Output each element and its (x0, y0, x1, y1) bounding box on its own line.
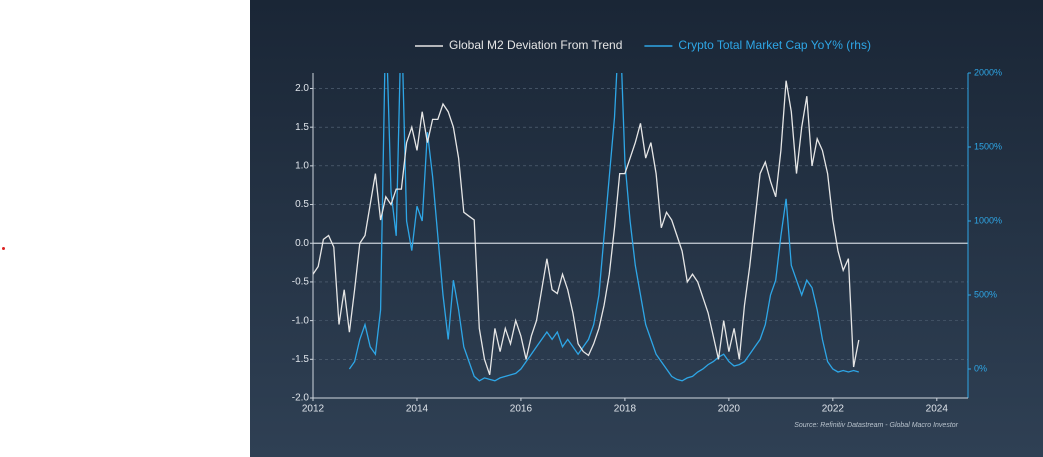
y-tick-label: 0.5 (295, 199, 309, 210)
legend-label: Crypto Total Market Cap YoY% (rhs) (678, 38, 871, 52)
y2-tick-label: 1000% (974, 215, 1002, 225)
x-tick-label: 2012 (302, 404, 325, 415)
x-tick-label: 2014 (406, 404, 429, 415)
y2-tick-label: 2000% (974, 67, 1002, 77)
x-tick-label: 2024 (926, 404, 949, 415)
y-tick-label: -0.5 (292, 277, 310, 288)
source-note: Source: Refinitiv Datastream - Global Ma… (794, 422, 958, 429)
legend: Global M2 Deviation From Trend Crypto Tot… (415, 38, 871, 52)
y2-tick-label: 1500% (974, 141, 1002, 151)
x-tick-label: 2016 (510, 404, 533, 415)
panel (250, 0, 1043, 457)
x-tick-label: 2022 (822, 404, 845, 415)
y-tick-label: 1.0 (295, 160, 309, 171)
series-line (313, 80, 860, 376)
y2-tick-label: 0% (974, 363, 987, 373)
y-tick-label: 1.5 (295, 122, 309, 133)
y-tick-label: -1.0 (292, 315, 310, 326)
y-tick-label: -2.0 (292, 393, 310, 404)
red-dot (2, 247, 5, 250)
x-tick-label: 2018 (614, 404, 637, 415)
x-tick-label: 2020 (718, 404, 741, 415)
y-tick-label: 2.0 (295, 83, 309, 94)
y-tick-label: 0.0 (295, 238, 309, 249)
y-tick-label: -1.5 (292, 354, 310, 365)
y2-tick-label: 500% (974, 289, 997, 299)
legend-label: Global M2 Deviation From Trend (449, 38, 622, 52)
series-line (348, 73, 859, 382)
